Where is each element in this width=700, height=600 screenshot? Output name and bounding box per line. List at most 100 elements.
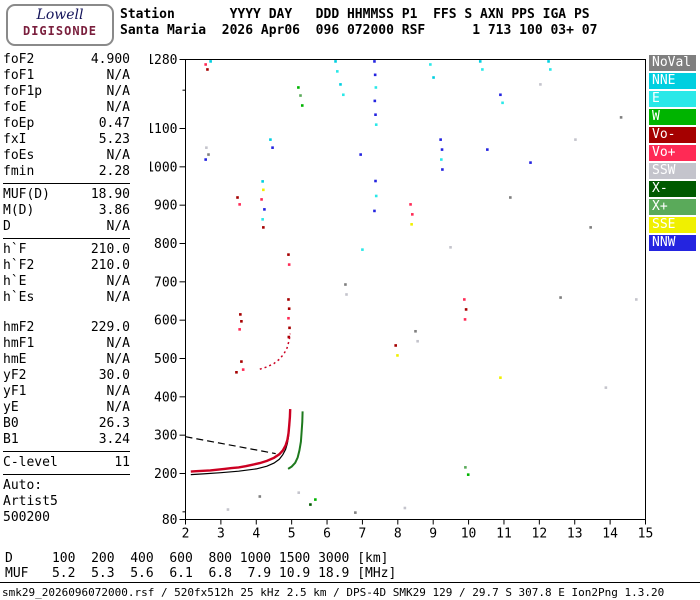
lowell-digisonde-logo: Lowell DIGISONDE [6,4,114,46]
echo-point [226,508,230,511]
echo-point [619,116,623,119]
parameter-panel: foF2 4.900 foF1 N/A foF1p N/A foE N/A foEp 0.47 fx… [3,52,130,526]
echo-point [300,104,304,107]
param-row-h-es: h`Es N/A [3,290,130,306]
echo-point [486,148,489,151]
param-row-c-level: C-level 11 [3,455,130,471]
param-row-h-f: h`F 210.0 [3,242,130,258]
param-value: N/A [106,84,130,99]
param-row-hme: hmE N/A [3,352,130,368]
echo-point [258,495,262,498]
status-bar: smk29_2026096072000.rsf / 520fx512h 25 k… [0,582,700,599]
echo-point [339,83,342,86]
echo-point [478,60,482,63]
echo-point [287,335,291,339]
param-value: 5.23 [98,132,130,147]
param-label: yE [3,400,19,415]
echo-point [374,86,378,89]
y-tick-label: 400 [154,390,177,405]
param-row-yf1: yF1 N/A [3,384,130,400]
param-label: h`F [3,242,27,257]
param-value: 3.86 [98,203,130,218]
echo-point [439,138,442,141]
param-label: fmin [3,164,35,179]
echo-point [269,138,272,141]
y-tick-label: 800 [154,237,177,252]
legend-item-x: X+ [649,199,696,215]
echo-point [449,246,452,249]
echo-point [361,248,364,251]
echo-point [260,198,263,201]
param-value: N/A [106,68,130,83]
echo-point [297,86,300,89]
echo-point [499,93,502,97]
echo-point [501,101,504,105]
echo-point [481,68,484,71]
direction-legend: NoVal NNE E W Vo- Vo+ SSW X- X+ SSE NNW [649,55,696,253]
param-label: hmF1 [3,336,35,351]
x-mode-trace [287,411,304,470]
echo-point [414,329,417,333]
param-separator [3,238,130,239]
param-value: N/A [106,336,130,351]
param-value: 210.0 [90,258,130,273]
echo-point [345,293,348,296]
echo-point [314,498,317,501]
echo-point [373,73,377,77]
param-label: MUF(D) [3,187,50,202]
echo-point [441,168,444,171]
x-tick-label: 4 [252,527,260,542]
param-row-m-d: M(D) 3.86 [3,203,130,219]
echo-point [374,179,377,183]
param-row-fmin: fmin 2.28 [3,164,130,180]
echo-point [205,146,208,149]
param-value: N/A [106,384,130,399]
x-tick-label: 11 [496,527,512,542]
param-value: N/A [106,400,130,415]
x-tick-label: 10 [461,527,477,542]
param-value: 2.28 [98,164,130,179]
echo-point [589,226,592,229]
echo-point [432,76,435,79]
echo-point [539,83,542,86]
echo-point [374,113,377,116]
legend-item-ssw: SSW [649,163,696,179]
param-row-500200: 500200 [3,510,130,526]
param-label: foF2 [3,52,35,67]
param-separator [3,183,130,184]
param-row-hmf1: hmF1 N/A [3,336,130,352]
y-tick-label: 700 [154,275,177,290]
legend-item-nne: NNE [649,73,696,89]
echo-point [440,158,443,161]
param-value: N/A [106,100,130,115]
echo-point [464,308,468,311]
param-label: Auto: [3,478,43,493]
echo-point [209,60,212,63]
param-label: hmF2 [3,320,35,335]
echo-point [240,320,243,323]
header-row-values: Santa Maria 2026 Apr06 096 072000 RSF 1 … [120,23,598,38]
param-gap [3,306,130,320]
param-label: B0 [3,416,19,431]
y-tick-label: 200 [154,467,177,482]
y-tick-label: 600 [154,314,177,329]
echo-point [549,68,552,71]
param-label: h`F2 [3,258,35,273]
echo-point [559,296,562,299]
param-separator [3,474,130,475]
param-label: C-level [3,455,58,470]
echo-point [207,153,210,156]
second-hop-trace [259,333,291,370]
param-value: 0.47 [98,116,130,131]
x-tick-label: 13 [567,527,583,542]
param-value: 210.0 [90,242,130,257]
param-row-fof1p: foF1p N/A [3,84,130,100]
echo-point [236,196,239,199]
echo-point [287,263,291,266]
x-tick-label: 9 [429,527,437,542]
param-label: fxI [3,132,27,147]
param-label: yF1 [3,384,27,399]
echo-point [287,253,290,256]
param-row-foe: foE N/A [3,100,130,116]
y-tick-label: 1280 [150,53,178,68]
